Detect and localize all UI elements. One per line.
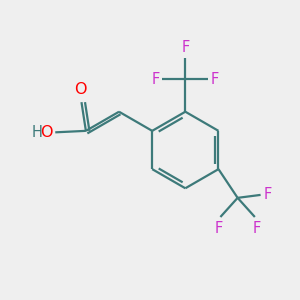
- Text: F: F: [181, 40, 190, 55]
- Text: O: O: [74, 82, 86, 97]
- Text: F: F: [211, 72, 219, 87]
- Text: O: O: [40, 125, 53, 140]
- Text: F: F: [152, 72, 160, 87]
- Text: H: H: [32, 125, 43, 140]
- Text: F: F: [252, 220, 260, 236]
- Text: F: F: [215, 220, 223, 236]
- Text: F: F: [263, 188, 272, 202]
